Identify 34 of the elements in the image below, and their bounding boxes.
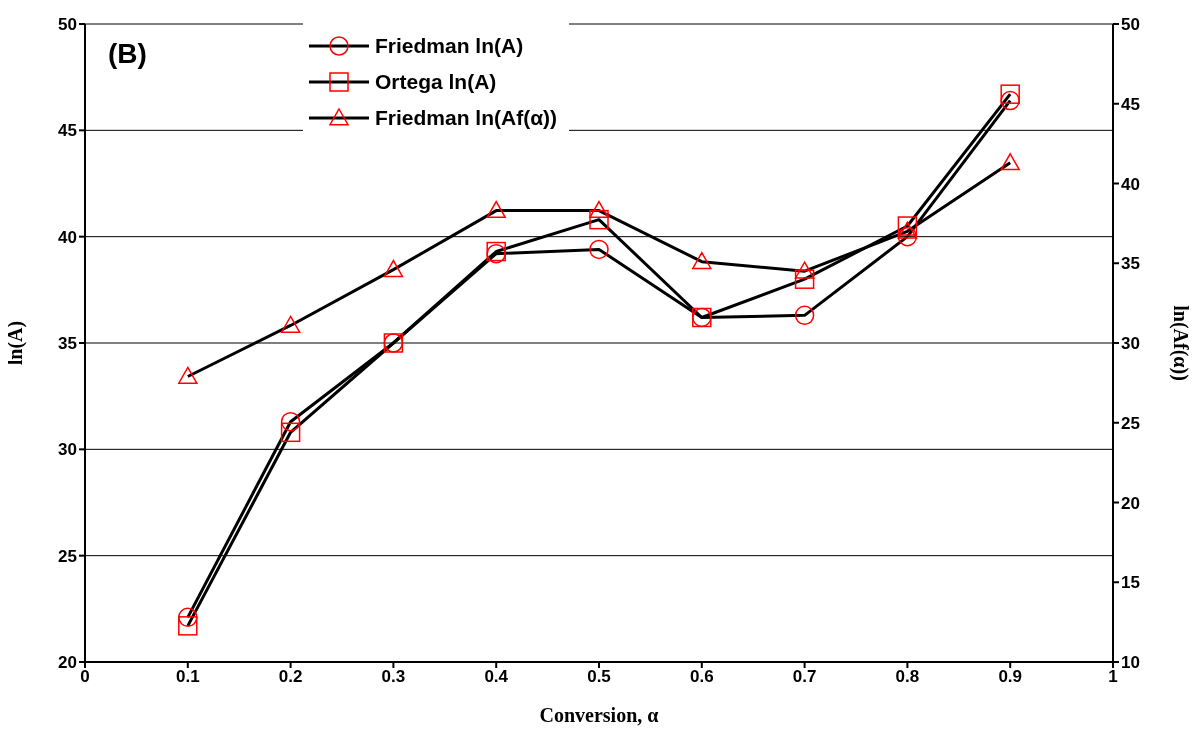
y-tick-label: 50 [58,15,77,35]
y-tick-label: 35 [58,334,77,354]
legend-label: Friedman ln(A) [375,34,524,58]
y2-tick-label: 45 [1121,94,1140,114]
x-tick-label: 0.7 [792,667,817,687]
y2-tick-label: 50 [1121,15,1140,35]
x-tick-label: 0.2 [278,667,303,687]
x-tick-label: 0.9 [998,667,1023,687]
y-tick-label: 40 [58,227,77,247]
x-tick-label: 0 [80,667,90,687]
y2-tick-label: 10 [1121,653,1140,673]
y2-tick-label: 30 [1121,334,1140,354]
x-tick-label: 0.8 [895,667,920,687]
y-tick-label: 45 [58,121,77,141]
x-tick-label: 0.6 [689,667,714,687]
y-axis-title: ln(A) [4,320,28,366]
y2-tick-label: 40 [1121,174,1140,194]
x-tick-label: 0.5 [587,667,611,687]
annotation: (B) [108,38,147,70]
x-tick-label: 1 [1108,667,1118,687]
x-tick-label: 0.4 [484,667,509,687]
legend-label: Friedman ln(Af(α)) [375,106,558,130]
x-axis-title: Conversion, α [539,704,659,726]
y2-tick-label: 15 [1121,573,1140,593]
y-tick-label: 20 [58,653,77,673]
y2-tick-label: 20 [1121,493,1140,513]
y2-tick-label: 25 [1121,413,1140,433]
x-tick-label: 0.1 [175,667,200,687]
x-tick-label: 0.3 [381,667,406,687]
legend-label: Ortega ln(A) [375,70,497,94]
y2-tick-label: 35 [1121,254,1140,274]
y-tick-label: 25 [58,546,77,566]
y-tick-label: 30 [58,440,77,460]
y2-axis-title: ln(Af(α)) [1168,305,1192,381]
